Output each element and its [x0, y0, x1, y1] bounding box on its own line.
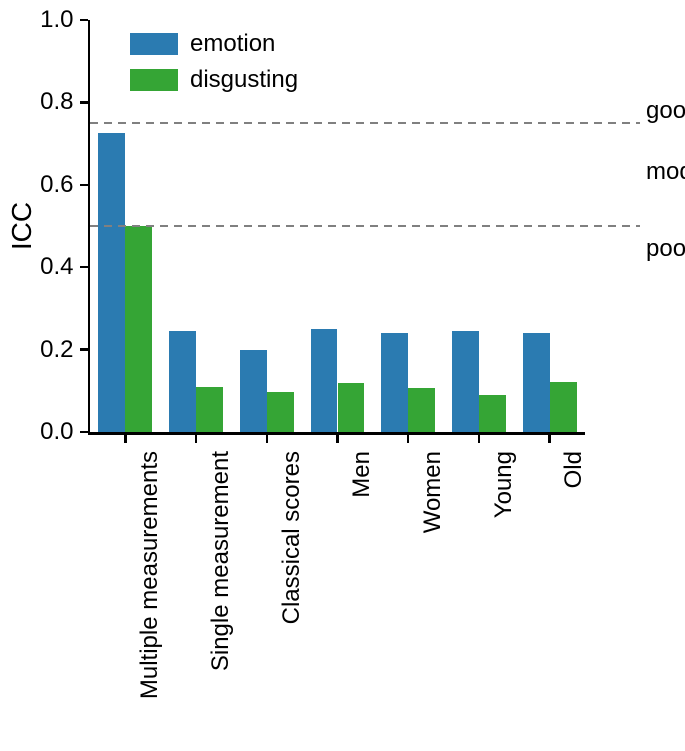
y-tick-label: 0.4: [40, 253, 73, 281]
bar: [196, 387, 223, 432]
y-tick: [80, 431, 88, 434]
y-tick-label: 1.0: [40, 6, 73, 34]
reference-line: [90, 225, 640, 227]
bar: [452, 331, 479, 432]
legend-label: disgusting: [190, 66, 298, 94]
y-tick-label: 0.8: [40, 88, 73, 116]
reference-label: good: [646, 97, 685, 125]
bar: [550, 382, 577, 432]
legend-label: emotion: [190, 30, 275, 58]
bar: [267, 392, 294, 432]
x-tick: [478, 435, 481, 443]
legend-swatch: [130, 69, 178, 91]
y-tick: [80, 101, 88, 104]
y-axis-label: ICC: [6, 202, 38, 250]
bar: [338, 383, 365, 432]
reference-label: poor: [646, 235, 685, 263]
x-tick: [124, 435, 127, 443]
icc-bar-chart: goodmoderatepoor0.00.20.40.60.81.0Multip…: [0, 0, 685, 706]
y-axis-line: [88, 20, 91, 435]
y-tick: [80, 184, 88, 187]
y-tick: [80, 266, 88, 269]
x-tick: [336, 435, 339, 443]
bar: [381, 333, 408, 432]
reference-line: [90, 122, 640, 124]
bar: [240, 350, 267, 432]
reference-label: moderate: [646, 158, 685, 186]
bar: [408, 388, 435, 432]
legend: emotion disgusting: [130, 30, 298, 94]
bar: [169, 331, 196, 432]
bar: [125, 226, 152, 432]
bar: [98, 133, 125, 432]
y-tick-label: 0.6: [40, 171, 73, 199]
x-tick: [195, 435, 198, 443]
legend-swatch: [130, 33, 178, 55]
bar: [523, 333, 550, 432]
y-tick-label: 0.2: [40, 336, 73, 364]
y-tick: [80, 348, 88, 351]
y-tick-label: 0.0: [40, 418, 73, 446]
x-tick: [407, 435, 410, 443]
legend-item: emotion: [130, 30, 298, 58]
x-tick: [548, 435, 551, 443]
y-tick: [80, 19, 88, 22]
bar: [311, 329, 338, 432]
legend-item: disgusting: [130, 66, 298, 94]
bar: [479, 395, 506, 432]
x-tick: [266, 435, 269, 443]
